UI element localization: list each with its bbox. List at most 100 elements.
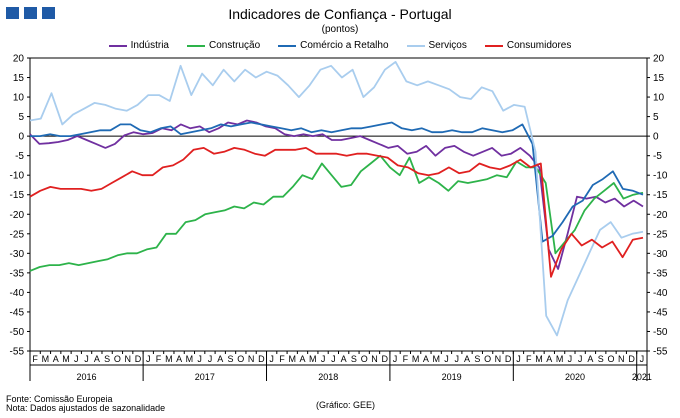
y-tick-label-right: -35 xyxy=(653,268,668,279)
x-tick-label: J xyxy=(640,354,645,364)
legend-label: Serviços xyxy=(428,40,467,51)
x-tick-label: A xyxy=(546,354,552,364)
y-tick-label-left: -15 xyxy=(10,190,25,201)
y-tick-label-right: -30 xyxy=(653,249,668,260)
x-tick-label: N xyxy=(248,354,255,364)
series-line-Construção xyxy=(29,154,644,272)
x-tick-label: M xyxy=(288,354,296,364)
x-tick-label: N xyxy=(495,354,502,364)
y-tick-label-left: -30 xyxy=(10,249,25,260)
x-tick-label: O xyxy=(114,354,121,364)
x-tick-label: O xyxy=(608,354,615,364)
x-tick-label: F xyxy=(279,354,285,364)
y-tick-label-left: -25 xyxy=(10,229,25,240)
plot-frame xyxy=(29,57,648,352)
adjustment-note: Nota: Dados ajustados de sazonalidade xyxy=(6,403,166,413)
year-label-2018: 2018 xyxy=(318,372,338,382)
x-tick-label: D xyxy=(135,354,142,364)
legend-swatch xyxy=(278,44,297,47)
x-tick-label: N xyxy=(618,354,625,364)
x-tick-label: J xyxy=(84,354,89,364)
x-tick-label: F xyxy=(156,354,162,364)
legend-label: Construção xyxy=(209,40,261,51)
legend-item: Indústria xyxy=(108,40,169,51)
y-tick-label-left: 20 xyxy=(13,54,25,65)
y-tick-label-left: -55 xyxy=(10,347,25,358)
y-tick-label-right: 0 xyxy=(653,132,659,143)
legend-item: Comércio a Retalho xyxy=(278,40,389,51)
x-tick-label: S xyxy=(474,354,480,364)
x-tick-label: A xyxy=(94,354,100,364)
x-tick-label: M xyxy=(42,354,50,364)
x-tick-label: J xyxy=(444,354,449,364)
y-tick-label-left: -10 xyxy=(10,171,25,182)
series-line-Indústria xyxy=(29,119,644,270)
y-tick-label-right: -40 xyxy=(653,288,668,299)
x-tick-label: J xyxy=(74,354,79,364)
x-tick-label: A xyxy=(176,354,182,364)
x-tick-label: S xyxy=(351,354,357,364)
x-tick-label: O xyxy=(484,354,491,364)
x-tick-label: J xyxy=(578,354,583,364)
year-label-2021: 2021 xyxy=(632,372,652,382)
legend-label: Comércio a Retalho xyxy=(300,40,389,51)
series-line-Serviços xyxy=(29,61,644,337)
year-label-2019: 2019 xyxy=(442,372,462,382)
x-tick-label: A xyxy=(423,354,429,364)
y-tick-label-left: -20 xyxy=(10,210,25,221)
y-tick-label-left: -45 xyxy=(10,307,25,318)
x-tick-label: O xyxy=(237,354,244,364)
x-tick-label: D xyxy=(258,354,265,364)
y-tick-label-left: -40 xyxy=(10,288,25,299)
y-tick-label-left: -35 xyxy=(10,268,25,279)
x-tick-label: F xyxy=(32,354,38,364)
logo-block-3 xyxy=(42,7,55,19)
y-tick-label-right: 10 xyxy=(653,93,665,104)
y-tick-label-right: -20 xyxy=(653,210,668,221)
x-tick-label: A xyxy=(53,354,59,364)
chart-title: Indicadores de Confiança - Portugal xyxy=(228,6,452,22)
legend-swatch xyxy=(406,44,425,47)
year-label-2016: 2016 xyxy=(77,372,97,382)
x-tick-label: M xyxy=(535,354,543,364)
x-tick-label: M xyxy=(186,354,194,364)
legend-swatch xyxy=(108,44,127,47)
chart-subtitle: (pontos) xyxy=(321,24,359,35)
source-note: Fonte: Comissão Europeia xyxy=(6,394,113,404)
x-tick-label: D xyxy=(505,354,512,364)
x-tick-label: J xyxy=(208,354,213,364)
legend-label: Indústria xyxy=(130,40,169,51)
x-tick-label: S xyxy=(228,354,234,364)
y-tick-label-left: -50 xyxy=(10,327,25,338)
x-tick-label: F xyxy=(526,354,532,364)
x-tick-label: N xyxy=(124,354,131,364)
year-label-2020: 2020 xyxy=(565,372,585,382)
x-tick-label: M xyxy=(556,354,564,364)
legend-item: Serviços xyxy=(406,40,467,51)
year-label-2017: 2017 xyxy=(195,372,215,382)
x-tick-label: J xyxy=(321,354,326,364)
x-tick-label: J xyxy=(197,354,202,364)
y-tick-label-right: -25 xyxy=(653,229,668,240)
legend-label: Consumidores xyxy=(506,40,572,51)
x-tick-label: M xyxy=(62,354,70,364)
x-tick-label: A xyxy=(217,354,223,364)
series-line-Consumidores xyxy=(29,146,644,278)
x-tick-label: M xyxy=(165,354,173,364)
x-tick-label: M xyxy=(432,354,440,364)
x-tick-label: N xyxy=(371,354,378,364)
x-tick-label: M xyxy=(309,354,317,364)
legend-swatch xyxy=(484,44,503,47)
y-tick-label-right: -15 xyxy=(653,190,668,201)
x-tick-label: A xyxy=(341,354,347,364)
x-tick-label: D xyxy=(382,354,389,364)
legend-swatch xyxy=(187,44,205,47)
legend-item: Consumidores xyxy=(484,40,572,51)
x-tick-label: O xyxy=(361,354,368,364)
y-tick-label-right: 5 xyxy=(653,112,659,123)
y-tick-label-left: 0 xyxy=(18,132,24,143)
legend-item: Construção xyxy=(187,40,260,51)
y-tick-label-right: 15 xyxy=(653,73,665,84)
y-tick-label-right: -10 xyxy=(653,171,668,182)
